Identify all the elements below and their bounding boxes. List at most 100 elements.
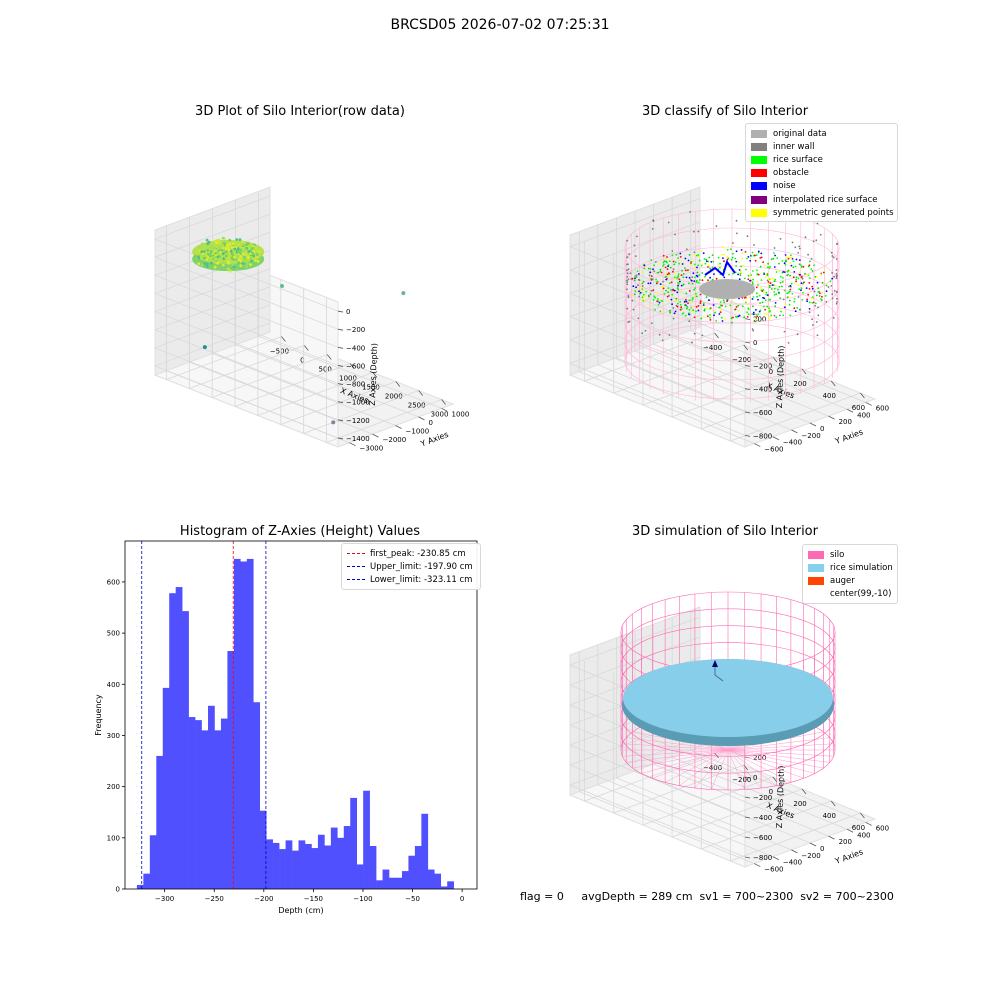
p2-surface-point (811, 287, 814, 290)
p2-surface-point (665, 278, 668, 281)
panel3-title: Histogram of Z-Axies (Height) Values (179, 524, 421, 539)
p4-rice-surface (623, 659, 833, 737)
p2-surface-point (673, 263, 676, 266)
hist-bar (208, 705, 215, 889)
p2-inner-wall-point (668, 294, 670, 297)
hist-bar (214, 730, 222, 889)
p2-surface-point (660, 271, 663, 274)
p2-surface-point (790, 254, 792, 257)
p1-raw-point (198, 245, 201, 249)
p2-surface-point (721, 253, 724, 256)
p2-ztick-label: −600 (753, 409, 772, 417)
p2-inner-wall-point (627, 268, 630, 270)
p2-inner-wall-point (653, 270, 656, 273)
hist-bar (408, 855, 416, 889)
p2-inner-wall-point (836, 297, 838, 300)
p4-ztick-label: −400 (753, 814, 772, 822)
p1-raw-point (216, 255, 220, 259)
p2-surface-point (675, 300, 677, 303)
p1-raw-point (227, 256, 231, 260)
hist-bar (363, 790, 370, 889)
p2-surface-point (731, 303, 734, 305)
p2-ytick-label: −600 (764, 446, 783, 454)
p2-inner-wall-point (819, 233, 822, 236)
p1-grid-z (154, 256, 339, 330)
p4-silo-floor-spoke (727, 749, 834, 757)
figure-suptitle: BRCSD05 2026-07-02 07:25:31 (390, 17, 610, 33)
p2-surface-point (754, 254, 756, 257)
p2-inner-wall-point (797, 252, 800, 254)
p2-surface-point (744, 251, 747, 253)
p2-surface-point (807, 293, 810, 296)
p2-surface-point (638, 290, 640, 293)
p2-inner-wall-point (835, 275, 838, 278)
p2-surface-point (808, 308, 811, 310)
p2-surface-point (697, 309, 700, 312)
p2-inner-wall-point (779, 238, 782, 240)
p2-surface-point (760, 289, 763, 291)
p2-inner-wall-point (797, 296, 800, 298)
p2-inner-wall-point (794, 246, 797, 249)
p1-grid-z (154, 329, 339, 403)
p1-raw-point (203, 256, 206, 260)
p1-grid-z (154, 286, 271, 331)
p2-surface-point (705, 296, 708, 299)
p2-inner-wall-point (779, 314, 781, 317)
p2-surface-point (741, 257, 743, 260)
p2-surface-point (703, 308, 706, 311)
p2-surface-point (649, 282, 652, 285)
p2-surface-point (656, 271, 659, 274)
p2-inner-wall-point (638, 279, 641, 281)
p2-inner-wall-point (835, 258, 838, 260)
p2-surface-point (773, 294, 776, 296)
p2-grid-z (569, 198, 701, 248)
p2-inner-wall-point (626, 283, 629, 286)
p2-surface-point (806, 298, 808, 301)
hist-bar (395, 877, 403, 889)
p4-ytick (772, 856, 780, 861)
p2-surface-point (800, 266, 803, 268)
p2-surface-point (720, 316, 723, 319)
p2-surface-point (691, 283, 694, 285)
p2-surface-point (747, 256, 750, 258)
p4-silo-floor-spoke (727, 749, 792, 783)
p2-ytick (828, 415, 835, 420)
p2-surface-point (672, 270, 674, 273)
p2-inner-wall-point (626, 276, 628, 278)
p2-surface-point (772, 277, 775, 280)
p2-surface-point (808, 288, 811, 290)
p2-surface-point (751, 298, 754, 300)
p2-surface-point (784, 303, 787, 306)
p2-surface-point (760, 286, 762, 289)
p2-surface-point (688, 276, 691, 279)
p2-inner-wall-point (831, 272, 833, 274)
p2-inner-wall-point (626, 272, 629, 275)
p2-surface-point (704, 275, 706, 278)
p4-grid-z (569, 736, 701, 786)
p2-surface-point (778, 270, 781, 273)
p2-surface-point (697, 254, 700, 257)
p2-surface-point (787, 273, 790, 276)
p2-xtick (830, 380, 836, 387)
p2-silo-ring (624, 265, 840, 343)
p2-surface-point (723, 253, 726, 256)
p2-surface-point (709, 267, 711, 270)
p4-silo-floor-spoke (727, 743, 834, 751)
p2-surface-point (717, 256, 720, 259)
p1-raw-point (200, 263, 204, 267)
p4-grid-y (653, 763, 829, 837)
p2-surface-point (794, 310, 797, 313)
p2-surface-point (773, 280, 776, 283)
p4-grid-z (569, 616, 701, 666)
p2-grid-y (634, 350, 811, 424)
p2-surface-point (655, 282, 658, 285)
p2-inner-wall-point (637, 284, 639, 287)
p1-raw-point (231, 245, 234, 249)
p4-ytick (846, 828, 854, 833)
p2-surface-point (652, 268, 654, 271)
p2-surface-point (740, 265, 742, 268)
p3-ytick-label: 100 (107, 834, 120, 842)
p2-surface-point (792, 260, 795, 262)
p2-inner-wall-point (715, 225, 718, 228)
p1-raw-point (243, 253, 247, 257)
